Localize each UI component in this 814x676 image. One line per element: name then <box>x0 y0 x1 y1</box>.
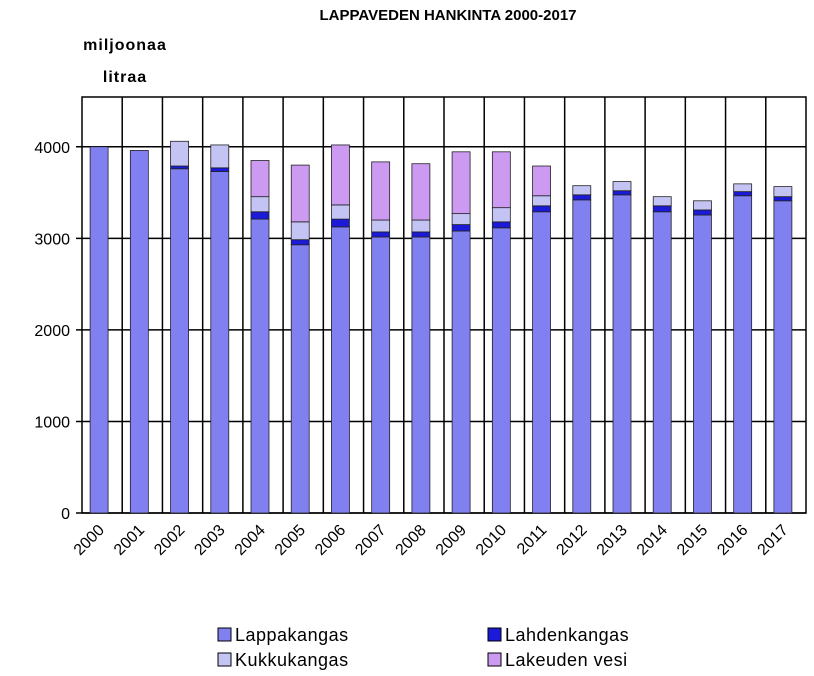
bar-segment <box>572 185 592 196</box>
bar-segment <box>491 151 511 209</box>
bar-segment <box>170 165 189 170</box>
y-axis-label: miljoonaa litraa <box>83 37 167 86</box>
bar-segment <box>612 190 632 196</box>
legend-label: Lappakangas <box>235 625 349 645</box>
bar-segment <box>451 230 471 514</box>
legend-swatch <box>487 652 502 667</box>
x-tick-label: 2004 <box>232 522 269 559</box>
bar-segment <box>89 146 109 514</box>
bar-segment <box>612 194 632 514</box>
x-tick-label: 2013 <box>594 522 631 559</box>
bar-segment <box>250 211 270 220</box>
x-tick-label: 2002 <box>151 522 188 559</box>
bar-segment <box>652 205 672 213</box>
bar-segment <box>733 195 753 514</box>
x-tick-label: 2017 <box>755 522 792 559</box>
bar-segment <box>170 168 189 514</box>
legend-label: Kukkukangas <box>235 650 349 670</box>
legend-label: Lahdenkangas <box>505 625 629 645</box>
bar-segment <box>773 196 793 202</box>
bar-segment <box>331 204 350 220</box>
bar-segment <box>331 218 350 228</box>
bar-segment <box>652 196 672 207</box>
bar-segment <box>411 163 431 221</box>
bar-segment <box>371 236 391 514</box>
bar-segment <box>693 214 712 514</box>
x-tick-label: 2001 <box>111 522 148 559</box>
bar-segment <box>210 167 230 172</box>
bar-segment <box>290 164 310 223</box>
bar-segment <box>371 161 391 221</box>
bar-segment <box>331 226 350 514</box>
bar-segment <box>572 199 592 514</box>
bar-segment <box>210 144 230 169</box>
bar-segment <box>773 186 793 198</box>
y-tick-label: 3000 <box>34 231 70 248</box>
x-tick-label: 2005 <box>272 522 309 559</box>
bar-segment <box>491 227 511 514</box>
bar-segment <box>129 150 149 514</box>
x-tick-label: 2003 <box>191 522 228 559</box>
x-tick-label: 2010 <box>473 522 510 559</box>
bar-segment <box>331 144 350 206</box>
bar-segment <box>532 195 551 207</box>
bar-segment <box>451 224 471 232</box>
bar-segment <box>290 221 310 241</box>
x-tick-label: 2011 <box>514 522 550 558</box>
y-tick-label: 2000 <box>34 323 70 340</box>
bar-segment <box>572 194 592 201</box>
bar-segment <box>411 236 431 514</box>
bar-segment <box>250 218 270 514</box>
bar-segment <box>491 221 511 229</box>
y-tick-label: 4000 <box>34 140 70 157</box>
bar-segment <box>733 183 753 193</box>
legend-label: Lakeuden vesi <box>505 650 628 670</box>
bar-segment <box>371 219 391 233</box>
bar-segment <box>290 244 310 514</box>
bar-segment <box>652 211 672 514</box>
x-tick-label: 2009 <box>433 522 470 559</box>
bar-segment <box>532 211 551 514</box>
bar-segment <box>170 140 189 167</box>
x-tick-label: 2008 <box>393 522 430 559</box>
bar-segment <box>250 196 270 213</box>
bar-segment <box>773 200 793 514</box>
bar-segment <box>733 191 753 197</box>
bar-segment <box>532 165 551 197</box>
x-tick-label: 2016 <box>714 522 751 559</box>
bar-segment <box>250 160 270 198</box>
bar-segment <box>693 209 712 216</box>
x-tick-label: 2000 <box>71 522 108 559</box>
legend-swatch <box>217 627 232 642</box>
bar-segment <box>451 213 471 225</box>
bar-segment <box>411 219 431 233</box>
bar-segment <box>411 231 431 238</box>
y-tick-label: 1000 <box>34 414 70 431</box>
legend-swatch <box>487 627 502 642</box>
bar-segment <box>290 239 310 246</box>
legend-swatch <box>217 652 232 667</box>
bar-segment <box>451 151 471 215</box>
x-tick-label: 2014 <box>634 522 671 559</box>
y-tick-label: 0 <box>61 506 70 523</box>
bar-segment <box>693 200 712 211</box>
bar-segment <box>532 205 551 213</box>
x-tick-label: 2006 <box>312 522 349 559</box>
bar-segment <box>612 181 632 192</box>
x-tick-label: 2007 <box>352 522 389 559</box>
chart-title: LAPPAVEDEN HANKINTA 2000-2017 <box>319 7 576 24</box>
x-tick-label: 2015 <box>674 522 711 559</box>
bar-segment <box>371 231 391 238</box>
x-tick-label: 2012 <box>553 522 590 559</box>
bar-segment <box>210 171 230 514</box>
bar-segment <box>491 207 511 223</box>
